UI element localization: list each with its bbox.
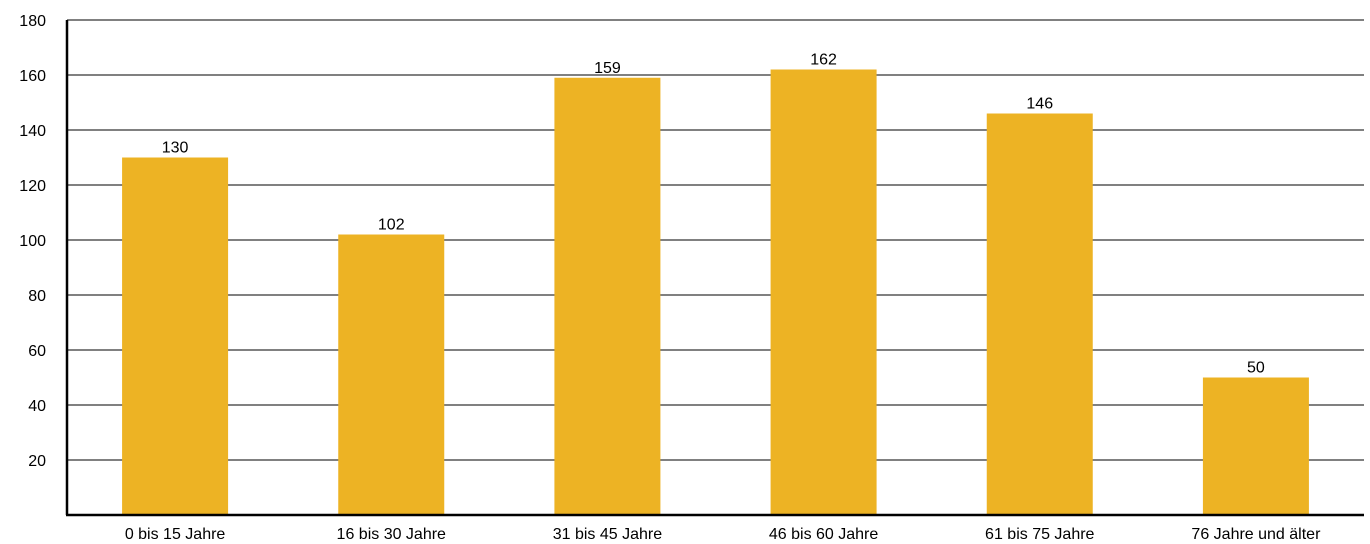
data-label-3: 159 [594, 60, 621, 77]
x-category-label-6: 76 Jahre und älter [1191, 526, 1321, 543]
y-tick-label-60: 60 [28, 343, 46, 360]
axes [65, 20, 1364, 517]
y-tick-label-100: 100 [19, 233, 46, 250]
data-label-1: 130 [162, 140, 189, 157]
y-tick-label-140: 140 [19, 123, 46, 140]
data-labels: 130 102 159 162 146 50 [162, 52, 1265, 377]
bar-4 [770, 69, 877, 515]
data-label-4: 162 [810, 52, 837, 69]
x-category-label-2: 16 bis 30 Jahre [337, 526, 447, 543]
y-tick-label-180: 180 [19, 13, 46, 30]
bar-1 [122, 157, 229, 515]
bar-2 [338, 234, 445, 515]
y-tick-label-20: 20 [28, 453, 46, 470]
x-category-label-3: 31 bis 45 Jahre [553, 526, 663, 543]
x-category-label-4: 46 bis 60 Jahre [769, 526, 879, 543]
y-tick-label-160: 160 [19, 68, 46, 85]
gridlines [67, 19, 1364, 461]
bar-3 [554, 77, 661, 515]
bars [122, 69, 1309, 515]
x-category-label-1: 0 bis 15 Jahre [125, 526, 226, 543]
x-category-labels: 0 bis 15 Jahre 16 bis 30 Jahre 31 bis 45 J… [125, 526, 1321, 543]
y-tick-label-120: 120 [19, 178, 46, 195]
data-label-2: 102 [378, 217, 405, 234]
y-tick-label-40: 40 [28, 398, 46, 415]
bar-6 [1202, 377, 1309, 515]
y-tick-label-80: 80 [28, 288, 46, 305]
x-category-label-5: 61 bis 75 Jahre [985, 526, 1095, 543]
bar-5 [986, 113, 1093, 515]
data-label-6: 50 [1247, 360, 1265, 377]
y-tick-labels: 20 40 60 80 100 120 140 160 180 [19, 13, 46, 470]
data-label-5: 146 [1026, 96, 1053, 113]
